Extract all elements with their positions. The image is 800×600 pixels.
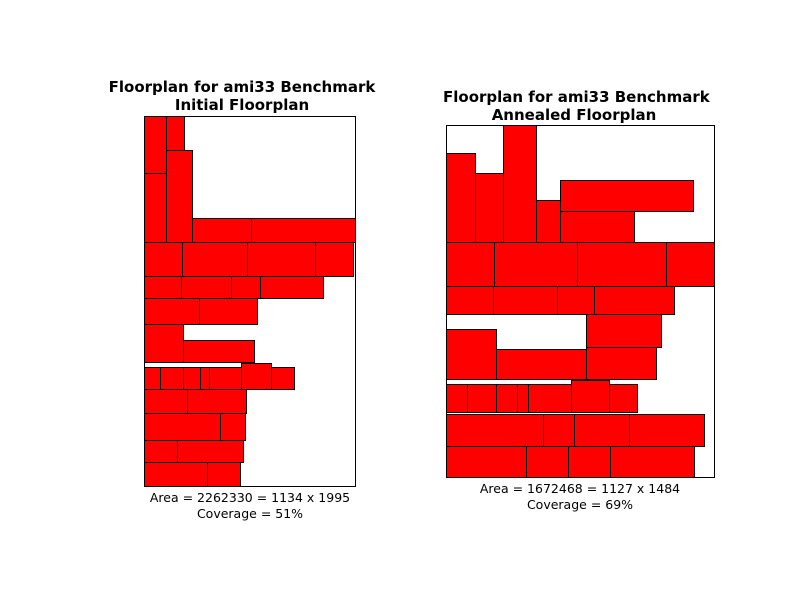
module-block-27 <box>187 389 247 414</box>
panel-title-line1: Floorplan for ami33 Benchmark <box>108 78 376 96</box>
module-block-14 <box>260 276 324 299</box>
coverage-label: Coverage = 69% <box>526 497 634 512</box>
module-block-33 <box>207 462 241 487</box>
floorplan-annealed <box>446 125 715 478</box>
module-block-8 <box>182 242 248 277</box>
module-block-29 <box>629 414 705 447</box>
module-block-8 <box>494 242 578 287</box>
module-block-24 <box>571 380 610 413</box>
module-block-12 <box>493 286 558 315</box>
module-block-12 <box>181 276 232 299</box>
panel-title-initial: Floorplan for ami33 Benchmark Initial Fl… <box>107 78 377 114</box>
module-block-21 <box>183 367 201 390</box>
module-block-29 <box>220 413 246 441</box>
module-block-10 <box>666 242 715 287</box>
module-block-30 <box>144 440 178 463</box>
module-block-25 <box>271 367 295 390</box>
module-block-2 <box>166 116 185 151</box>
module-block-22 <box>200 367 210 390</box>
module-block-11 <box>144 276 182 299</box>
module-block-32 <box>568 446 611 478</box>
module-block-18 <box>586 347 657 380</box>
module-block-7 <box>144 242 183 277</box>
module-block-7 <box>446 242 495 287</box>
module-block-19 <box>144 367 161 390</box>
area-label: Area = 2262330 = 1134 x 1995 <box>149 490 351 505</box>
module-block-20 <box>160 367 184 390</box>
panel-title-annealed: Floorplan for ami33 Benchmark Annealed F… <box>443 88 710 124</box>
module-block-28 <box>574 414 630 447</box>
module-block-21 <box>496 384 518 413</box>
module-block-23 <box>209 367 242 390</box>
module-block-24 <box>241 363 272 390</box>
module-block-5 <box>192 218 252 243</box>
module-block-31 <box>177 440 244 463</box>
module-block-31 <box>526 446 569 478</box>
panel-title-line1: Floorplan for ami33 Benchmark <box>443 88 710 106</box>
module-block-18 <box>183 340 255 363</box>
panel-caption-initial: Area = 2262330 = 1134 x 1995 Coverage = … <box>130 490 370 522</box>
module-block-5 <box>560 180 694 212</box>
module-block-9 <box>577 242 667 287</box>
module-block-14 <box>594 286 675 315</box>
panel-title-line2: Initial Floorplan <box>174 96 310 114</box>
panel-title-line2: Annealed Floorplan <box>491 106 657 124</box>
module-block-23 <box>528 384 572 413</box>
module-block-13 <box>231 276 261 299</box>
module-block-6 <box>560 211 635 243</box>
module-block-30 <box>446 446 527 478</box>
module-block-15 <box>586 314 662 348</box>
panel-caption-annealed: Area = 1672468 = 1127 x 1484 Coverage = … <box>460 481 700 513</box>
module-block-25 <box>609 384 638 413</box>
area-label: Area = 1672468 = 1127 x 1484 <box>479 481 681 496</box>
module-block-19 <box>446 384 468 413</box>
module-block-3 <box>503 125 537 243</box>
module-block-28 <box>144 413 221 441</box>
module-block-2 <box>475 173 504 243</box>
module-block-20 <box>467 384 497 413</box>
module-block-27 <box>543 414 575 447</box>
module-block-17 <box>496 349 587 380</box>
floorplan-initial <box>144 116 356 487</box>
module-block-6 <box>251 218 356 243</box>
module-block-33 <box>610 446 695 478</box>
coverage-label: Coverage = 51% <box>196 506 304 521</box>
module-block-26 <box>144 389 188 414</box>
module-block-16 <box>199 298 258 325</box>
module-block-10 <box>315 242 354 277</box>
module-block-15 <box>144 298 200 325</box>
module-block-9 <box>247 242 316 277</box>
module-block-4 <box>536 200 561 243</box>
module-block-13 <box>557 286 595 315</box>
module-block-11 <box>446 286 494 315</box>
module-block-17 <box>144 324 184 363</box>
module-block-32 <box>144 462 208 487</box>
module-block-1 <box>446 153 476 243</box>
module-block-26 <box>446 414 544 447</box>
module-block-16 <box>446 329 497 380</box>
module-block-4 <box>166 150 193 243</box>
module-block-1 <box>144 116 167 174</box>
module-block-3 <box>144 173 167 243</box>
module-block-22 <box>517 384 529 413</box>
